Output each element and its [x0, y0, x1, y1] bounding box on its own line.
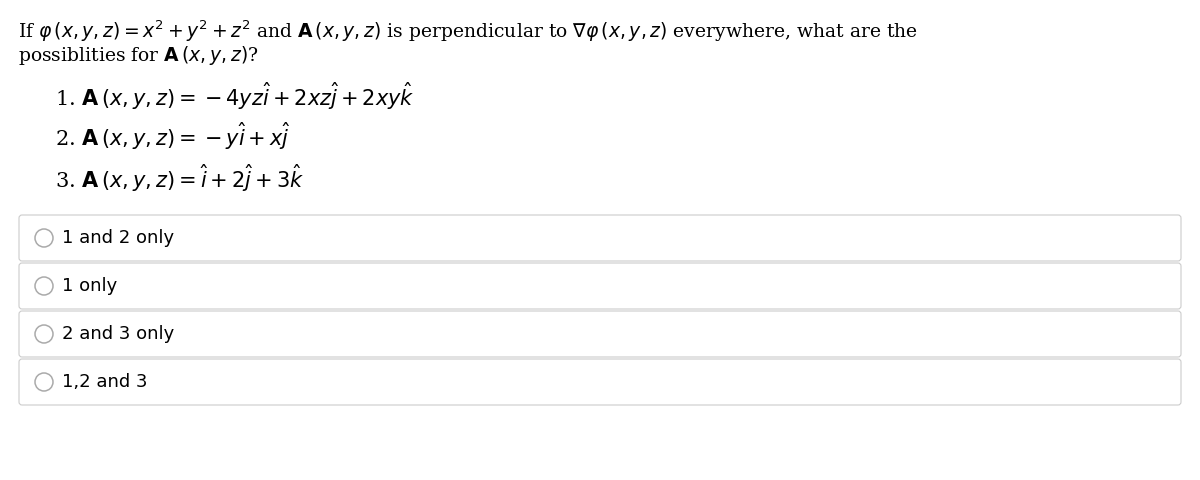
Text: 3. $\mathbf{A}\,(x, y, z) = \hat{i} + 2\hat{j} + 3\hat{k}$: 3. $\mathbf{A}\,(x, y, z) = \hat{i} + 2\…	[55, 162, 305, 193]
FancyBboxPatch shape	[19, 359, 1181, 405]
Text: 1,2 and 3: 1,2 and 3	[62, 373, 148, 391]
Text: 2 and 3 only: 2 and 3 only	[62, 325, 174, 343]
Circle shape	[35, 229, 53, 247]
FancyBboxPatch shape	[19, 311, 1181, 357]
Text: 1 and 2 only: 1 and 2 only	[62, 229, 174, 247]
Circle shape	[35, 277, 53, 295]
Circle shape	[35, 373, 53, 391]
Text: 2. $\mathbf{A}\,(x, y, z) = -y\hat{i} + x\hat{j}$: 2. $\mathbf{A}\,(x, y, z) = -y\hat{i} + …	[55, 120, 290, 152]
FancyBboxPatch shape	[19, 215, 1181, 261]
FancyBboxPatch shape	[19, 263, 1181, 309]
Text: possiblities for $\mathbf{A}\,(x, y, z)$?: possiblities for $\mathbf{A}\,(x, y, z)$…	[18, 44, 258, 67]
Text: If $\varphi\,(x, y, z) = x^2 + y^2 + z^2$ and $\mathbf{A}\,(x, y, z)$ is perpend: If $\varphi\,(x, y, z) = x^2 + y^2 + z^2…	[18, 18, 918, 44]
Circle shape	[35, 325, 53, 343]
Text: 1 only: 1 only	[62, 277, 118, 295]
Text: 1. $\mathbf{A}\,(x, y, z) = -4yz\hat{i} + 2xz\hat{j} + 2xy\hat{k}$: 1. $\mathbf{A}\,(x, y, z) = -4yz\hat{i} …	[55, 80, 414, 112]
